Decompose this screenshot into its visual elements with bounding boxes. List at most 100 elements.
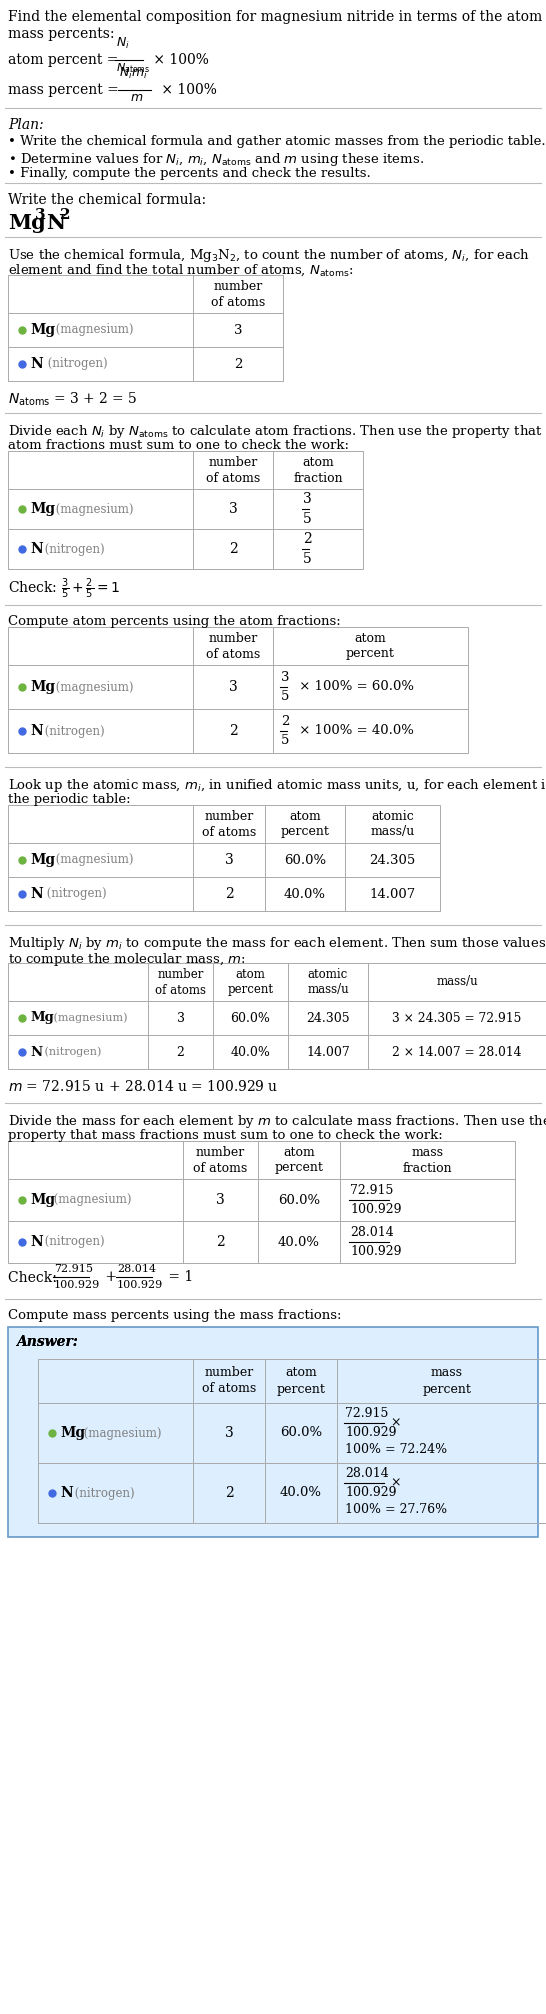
Text: 28.014: 28.014	[345, 1466, 389, 1480]
Text: 40.0%: 40.0%	[230, 1045, 270, 1059]
Text: Mg: Mg	[30, 322, 55, 336]
Text: Check:: Check:	[8, 1271, 61, 1285]
Text: Answer:: Answer:	[16, 1335, 78, 1349]
Text: $N_\mathrm{atoms}$: $N_\mathrm{atoms}$	[116, 60, 150, 75]
Text: • Determine values for $N_i$, $m_i$, $N_\mathrm{atoms}$ and $m$ using these item: • Determine values for $N_i$, $m_i$, $N_…	[8, 151, 424, 167]
Text: 100.929: 100.929	[345, 1486, 396, 1498]
Text: Mg: Mg	[8, 213, 46, 234]
Text: 14.007: 14.007	[306, 1045, 350, 1059]
Text: × 100%: × 100%	[157, 83, 217, 97]
Text: (nitrogen): (nitrogen)	[44, 358, 108, 371]
Bar	[8, 806, 440, 910]
Text: atom
fraction: atom fraction	[293, 455, 343, 485]
Text: Write the chemical formula:: Write the chemical formula:	[8, 193, 206, 207]
Text: 28.014: 28.014	[350, 1227, 394, 1239]
Text: mass percent =: mass percent =	[8, 83, 123, 97]
Text: Divide each $N_i$ by $N_\mathrm{atoms}$ to calculate atom fractions. Then use th: Divide each $N_i$ by $N_\mathrm{atoms}$ …	[8, 423, 543, 439]
Text: N: N	[30, 542, 43, 556]
Text: 3: 3	[35, 207, 46, 222]
Text: 2: 2	[216, 1235, 225, 1249]
Text: 100% = 27.76%: 100% = 27.76%	[345, 1502, 447, 1517]
Text: 2: 2	[60, 207, 70, 222]
Text: (nitrogen): (nitrogen)	[41, 542, 105, 556]
Text: $m$ = 72.915 u + 28.014 u = 100.929 u: $m$ = 72.915 u + 28.014 u = 100.929 u	[8, 1080, 278, 1094]
Text: • Write the chemical formula and gather atomic masses from the periodic table.: • Write the chemical formula and gather …	[8, 135, 545, 147]
Text: × 100%: × 100%	[149, 52, 209, 66]
Text: N: N	[46, 213, 65, 234]
Text: Mg: Mg	[30, 1011, 54, 1025]
Text: 100.929: 100.929	[350, 1245, 401, 1259]
Text: (magnesium): (magnesium)	[50, 1013, 128, 1023]
Text: Compute atom percents using the atom fractions:: Compute atom percents using the atom fra…	[8, 614, 341, 628]
Text: 100.929: 100.929	[54, 1281, 100, 1291]
Text: 100.929: 100.929	[345, 1426, 396, 1438]
Text: (magnesium): (magnesium)	[52, 681, 134, 693]
Text: 3: 3	[224, 1426, 233, 1440]
Bar	[8, 276, 283, 381]
Text: 60.0%: 60.0%	[230, 1011, 270, 1025]
Text: number
of atoms: number of atoms	[193, 1146, 248, 1174]
Text: to compute the molecular mass, $m$:: to compute the molecular mass, $m$:	[8, 951, 246, 969]
Text: atom
percent: atom percent	[277, 1368, 325, 1396]
Text: property that mass fractions must sum to one to check the work:: property that mass fractions must sum to…	[8, 1130, 443, 1142]
Text: atom
percent: atom percent	[275, 1146, 323, 1174]
Text: N: N	[60, 1486, 73, 1500]
Bar	[38, 1359, 546, 1523]
Text: 60.0%: 60.0%	[284, 854, 326, 866]
Text: 2 × 14.007 = 28.014: 2 × 14.007 = 28.014	[392, 1045, 522, 1059]
Text: (magnesium): (magnesium)	[52, 854, 134, 866]
Text: Divide the mass for each element by $m$ to calculate mass fractions. Then use th: Divide the mass for each element by $m$ …	[8, 1114, 546, 1130]
Text: Mg: Mg	[30, 1192, 55, 1206]
Text: 100.929: 100.929	[350, 1202, 401, 1216]
Text: ×: ×	[387, 1416, 401, 1430]
Text: Mg: Mg	[30, 501, 55, 516]
Text: N: N	[30, 1045, 42, 1059]
Text: Answer:: Answer:	[16, 1335, 78, 1349]
Text: atom
percent: atom percent	[346, 632, 395, 661]
Text: 60.0%: 60.0%	[280, 1426, 322, 1440]
Text: number
of atoms: number of atoms	[155, 967, 206, 997]
Text: Mg: Mg	[30, 681, 55, 695]
Text: (nitrogen): (nitrogen)	[41, 1235, 105, 1249]
Text: atom percent =: atom percent =	[8, 52, 123, 66]
Text: 3: 3	[229, 681, 238, 695]
Text: 14.007: 14.007	[370, 888, 416, 900]
Text: 3: 3	[281, 671, 289, 685]
Text: element and find the total number of atoms, $N_\mathrm{atoms}$:: element and find the total number of ato…	[8, 264, 354, 278]
Text: × 100% = 60.0%: × 100% = 60.0%	[295, 681, 414, 693]
Text: N: N	[30, 356, 43, 371]
Text: Mg: Mg	[60, 1426, 85, 1440]
Bar	[8, 963, 546, 1069]
Text: number
of atoms: number of atoms	[206, 632, 260, 661]
Text: 2: 2	[229, 542, 238, 556]
Text: 2: 2	[281, 715, 289, 727]
Text: 2: 2	[224, 886, 233, 900]
Text: 5: 5	[303, 512, 312, 526]
Text: 2: 2	[224, 1486, 233, 1500]
Text: N: N	[30, 1235, 43, 1249]
Text: the periodic table:: the periodic table:	[8, 794, 130, 806]
Text: 24.305: 24.305	[306, 1011, 350, 1025]
Text: number
of atoms: number of atoms	[202, 810, 256, 838]
Text: mass/u: mass/u	[436, 975, 478, 989]
Text: 3: 3	[176, 1011, 185, 1025]
Text: $N_\mathrm{atoms}$ = 3 + 2 = 5: $N_\mathrm{atoms}$ = 3 + 2 = 5	[8, 391, 138, 409]
Text: atomic
mass/u: atomic mass/u	[307, 967, 349, 997]
Text: 40.0%: 40.0%	[278, 1235, 320, 1249]
Text: = 1: = 1	[164, 1271, 193, 1285]
Text: mass
fraction: mass fraction	[403, 1146, 452, 1174]
Text: ×: ×	[387, 1476, 401, 1490]
Text: 5: 5	[281, 691, 289, 703]
Text: (magnesium): (magnesium)	[52, 324, 134, 336]
Text: (nitrogen): (nitrogen)	[71, 1486, 135, 1500]
Text: 3: 3	[229, 501, 238, 516]
Bar	[8, 1142, 515, 1263]
Text: +: +	[101, 1271, 121, 1285]
Text: $N_i$: $N_i$	[116, 36, 130, 50]
Text: 5: 5	[303, 552, 312, 566]
Text: 3: 3	[224, 854, 233, 866]
Text: 3: 3	[216, 1192, 225, 1206]
Text: 5: 5	[281, 733, 289, 747]
Text: 72.915: 72.915	[345, 1408, 388, 1420]
Text: 2: 2	[303, 532, 312, 546]
